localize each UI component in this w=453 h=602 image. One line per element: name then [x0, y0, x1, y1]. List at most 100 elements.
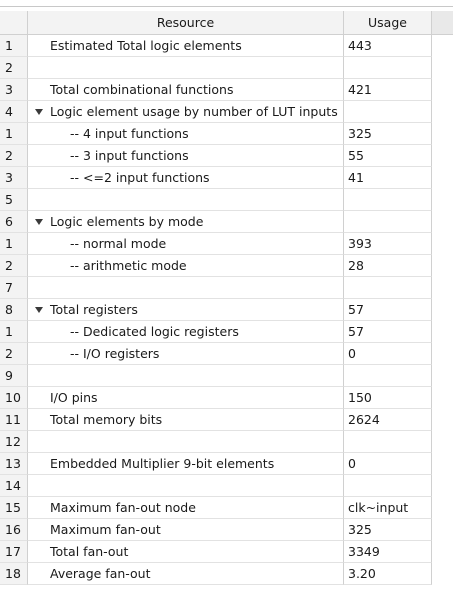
- table-row[interactable]: 1 -- Dedicated logic registers 57: [0, 321, 432, 343]
- table-row[interactable]: 6 Logic elements by mode: [0, 211, 432, 233]
- resource-cell: Logic element usage by number of LUT inp…: [50, 104, 338, 119]
- usage-cell: 57: [344, 321, 432, 343]
- row-index: 14: [0, 475, 28, 497]
- usage-cell: 393: [344, 233, 432, 255]
- usage-cell: 41: [344, 167, 432, 189]
- column-header-resource[interactable]: Resource: [28, 11, 344, 35]
- table-row[interactable]: 2 -- 3 input functions 55: [0, 145, 432, 167]
- row-index: 8: [0, 299, 28, 321]
- table-row[interactable]: 1 -- normal mode 393: [0, 233, 432, 255]
- table-row[interactable]: 17 Total fan-out 3349: [0, 541, 432, 563]
- header-index-cell: [0, 11, 28, 35]
- resource-cell: -- 4 input functions: [70, 126, 189, 141]
- header-filler: [432, 11, 453, 35]
- row-index: 7: [0, 277, 28, 299]
- table-row[interactable]: 13 Embedded Multiplier 9-bit elements 0: [0, 453, 432, 475]
- usage-cell: [344, 57, 432, 79]
- column-header-usage[interactable]: Usage: [344, 11, 432, 35]
- usage-cell: 325: [344, 123, 432, 145]
- usage-cell: 2624: [344, 409, 432, 431]
- table-row[interactable]: 14: [0, 475, 432, 497]
- usage-cell: 28: [344, 255, 432, 277]
- resource-cell: -- normal mode: [70, 236, 167, 251]
- row-index: 4: [0, 101, 28, 123]
- table-row[interactable]: 10 I/O pins 150: [0, 387, 432, 409]
- table-row[interactable]: 16 Maximum fan-out 325: [0, 519, 432, 541]
- usage-cell: [344, 101, 432, 123]
- resource-cell: -- Dedicated logic registers: [70, 324, 239, 339]
- usage-cell: 3.20: [344, 563, 432, 585]
- resource-cell: Total combinational functions: [50, 82, 234, 97]
- collapse-caret-icon[interactable]: [35, 219, 43, 225]
- table-row[interactable]: 1 -- 4 input functions 325: [0, 123, 432, 145]
- resource-cell: Total fan-out: [50, 544, 129, 559]
- table-row[interactable]: 12: [0, 431, 432, 453]
- table-row[interactable]: 11 Total memory bits 2624: [0, 409, 432, 431]
- row-index: 12: [0, 431, 28, 453]
- resource-usage-table: Resource Usage 1 Estimated Total logic e…: [0, 11, 432, 585]
- table-row[interactable]: 2 -- I/O registers 0: [0, 343, 432, 365]
- row-index: 17: [0, 541, 28, 563]
- table-row[interactable]: 3 -- <=2 input functions 41: [0, 167, 432, 189]
- table-row[interactable]: 18 Average fan-out 3.20: [0, 563, 432, 585]
- row-index: 2: [0, 343, 28, 365]
- table-row[interactable]: 15 Maximum fan-out node clk~input: [0, 497, 432, 519]
- usage-cell: [344, 211, 432, 233]
- table-row[interactable]: 8 Total registers 57: [0, 299, 432, 321]
- row-index: 1: [0, 233, 28, 255]
- table-row[interactable]: 3 Total combinational functions 421: [0, 79, 432, 101]
- row-index: 3: [0, 79, 28, 101]
- resource-cell: -- 3 input functions: [70, 148, 189, 163]
- usage-cell: 55: [344, 145, 432, 167]
- row-index: 3: [0, 167, 28, 189]
- row-index: 1: [0, 35, 28, 57]
- table-row[interactable]: 2 -- arithmetic mode 28: [0, 255, 432, 277]
- table-row[interactable]: 2: [0, 57, 432, 79]
- row-index: 2: [0, 57, 28, 79]
- row-index: 9: [0, 365, 28, 387]
- usage-cell: clk~input: [344, 497, 432, 519]
- collapse-caret-icon[interactable]: [35, 307, 43, 313]
- resource-cell: Maximum fan-out node: [50, 500, 196, 515]
- table-header: Resource Usage: [0, 11, 432, 35]
- usage-cell: [344, 475, 432, 497]
- row-index: 5: [0, 189, 28, 211]
- row-index: 10: [0, 387, 28, 409]
- usage-cell: 0: [344, 453, 432, 475]
- usage-cell: 325: [344, 519, 432, 541]
- row-index: 1: [0, 321, 28, 343]
- row-index: 11: [0, 409, 28, 431]
- resource-cell: Total memory bits: [50, 412, 163, 427]
- table-row[interactable]: 4 Logic element usage by number of LUT i…: [0, 101, 432, 123]
- usage-cell: [344, 431, 432, 453]
- table-row[interactable]: 1 Estimated Total logic elements 443: [0, 35, 432, 57]
- table-row[interactable]: 9: [0, 365, 432, 387]
- usage-cell: [344, 365, 432, 387]
- usage-cell: [344, 189, 432, 211]
- resource-cell: Embedded Multiplier 9-bit elements: [50, 456, 275, 471]
- resource-cell: -- I/O registers: [70, 346, 160, 361]
- resource-cell: -- <=2 input functions: [70, 170, 210, 185]
- table-row[interactable]: 7: [0, 277, 432, 299]
- row-index: 18: [0, 563, 28, 585]
- collapse-caret-icon[interactable]: [35, 109, 43, 115]
- usage-cell: 421: [344, 79, 432, 101]
- row-index: 1: [0, 123, 28, 145]
- row-index: 16: [0, 519, 28, 541]
- row-index: 6: [0, 211, 28, 233]
- usage-cell: 57: [344, 299, 432, 321]
- panel-top-border: [0, 0, 453, 7]
- resource-cell: Estimated Total logic elements: [50, 38, 242, 53]
- resource-cell: Logic elements by mode: [50, 214, 204, 229]
- usage-cell: 0: [344, 343, 432, 365]
- usage-cell: 150: [344, 387, 432, 409]
- resource-cell: Maximum fan-out: [50, 522, 161, 537]
- resource-cell: Total registers: [50, 302, 138, 317]
- table-row[interactable]: 5: [0, 189, 432, 211]
- resource-cell: I/O pins: [50, 390, 98, 405]
- row-index: 13: [0, 453, 28, 475]
- usage-cell: 443: [344, 35, 432, 57]
- resource-cell: Average fan-out: [50, 566, 151, 581]
- row-index: 15: [0, 497, 28, 519]
- usage-cell: [344, 277, 432, 299]
